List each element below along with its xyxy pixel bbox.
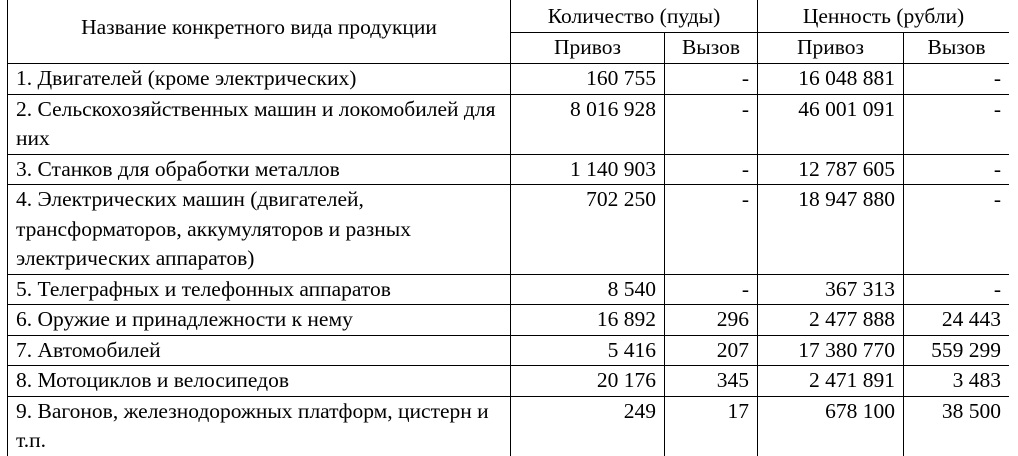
quantity-import-cell: 20 176 xyxy=(510,365,665,397)
table-row: 1. Двигателей (кроме электрических) 160 … xyxy=(7,63,1009,95)
quantity-export-cell: - xyxy=(663,153,759,185)
table-row: 4. Электрических машин (двигателей, тран… xyxy=(7,184,1009,275)
quantity-export-cell: - xyxy=(663,184,759,275)
table-row: 9. Вагонов, железнодорожных платформ, ци… xyxy=(7,395,1009,456)
value-import-header: Привоз xyxy=(757,32,905,64)
quantity-import-cell: 5 416 xyxy=(510,334,665,366)
quantity-import-cell: 1 140 903 xyxy=(510,153,665,185)
table-row: 8. Мотоциклов и велосипедов 20 176 345 2… xyxy=(7,365,1009,397)
product-name-cell: 8. Мотоциклов и велосипедов xyxy=(7,365,511,397)
quantity-export-cell: 296 xyxy=(663,304,759,336)
header-row-groups: Название конкретного вида продукции Коли… xyxy=(7,0,1009,64)
value-export-cell: - xyxy=(903,63,1009,95)
value-import-cell: 12 787 605 xyxy=(757,153,905,185)
quantity-header: Количество (пуды) xyxy=(509,0,759,33)
quantity-import-cell: 249 xyxy=(510,395,665,456)
quantity-import-cell: 702 250 xyxy=(510,184,665,275)
value-export-cell: 38 500 xyxy=(903,395,1009,456)
product-name-cell: 6. Оружие и принадлежности к нему xyxy=(7,304,511,336)
value-import-cell: 2 471 891 xyxy=(757,365,905,397)
quantity-export-cell: - xyxy=(663,273,759,305)
quantity-export-cell: 345 xyxy=(663,365,759,397)
quantity-export-cell: - xyxy=(663,63,759,95)
value-import-cell: 17 380 770 xyxy=(757,334,905,366)
value-export-cell: 559 299 xyxy=(903,334,1009,366)
value-import-cell: 367 313 xyxy=(757,273,905,305)
product-name-cell: 2. Сельскохозяйственных машин и локомоби… xyxy=(7,93,511,155)
quantity-export-cell: - xyxy=(663,93,759,155)
quantity-export-cell: 17 xyxy=(663,395,759,456)
value-import-cell: 678 100 xyxy=(757,395,905,456)
header-row-subcolumns: Привоз Вызов Привоз Вызов xyxy=(8,32,1009,64)
quantity-import-cell: 8 540 xyxy=(510,273,665,305)
value-export-cell: 3 483 xyxy=(903,365,1009,397)
trade-table-container: Название конкретного вида продукции Коли… xyxy=(7,0,1009,456)
table-body: 1. Двигателей (кроме электрических) 160 … xyxy=(7,63,1009,456)
product-name-cell: 7. Автомобилей xyxy=(7,334,511,366)
value-export-cell: - xyxy=(903,153,1009,185)
machinery-trade-table: Название конкретного вида продукции Коли… xyxy=(7,0,1009,456)
quantity-export-header: Вызов xyxy=(663,32,759,64)
quantity-export-cell: 207 xyxy=(663,334,759,366)
product-name-cell: 4. Электрических машин (двигателей, тран… xyxy=(7,184,511,275)
table-row: 2. Сельскохозяйственных машин и локомоби… xyxy=(7,93,1009,155)
value-export-cell: - xyxy=(903,273,1009,305)
value-export-header: Вызов xyxy=(903,32,1009,64)
value-import-cell: 16 048 881 xyxy=(757,63,905,95)
table-row: 7. Автомобилей 5 416 207 17 380 770 559 … xyxy=(7,334,1009,366)
value-import-cell: 2 477 888 xyxy=(757,304,905,336)
product-name-header: Название конкретного вида продукции xyxy=(7,0,511,64)
quantity-import-header: Привоз xyxy=(510,32,665,64)
table-row: 5. Телеграфных и телефонных аппаратов 8 … xyxy=(7,273,1009,305)
value-export-cell: 24 443 xyxy=(903,304,1009,336)
value-export-cell: - xyxy=(903,184,1009,275)
value-import-cell: 18 947 880 xyxy=(757,184,905,275)
quantity-import-cell: 8 016 928 xyxy=(510,93,665,155)
quantity-import-cell: 160 755 xyxy=(510,63,665,95)
product-name-cell: 1. Двигателей (кроме электрических) xyxy=(7,63,511,95)
product-name-cell: 9. Вагонов, железнодорожных платформ, ци… xyxy=(7,395,511,456)
product-name-cell: 3. Станков для обработки металлов xyxy=(7,153,511,185)
quantity-import-cell: 16 892 xyxy=(510,304,665,336)
product-name-cell: 5. Телеграфных и телефонных аппаратов xyxy=(7,273,511,305)
table-row: 3. Станков для обработки металлов 1 140 … xyxy=(7,153,1009,185)
table-row: 6. Оружие и принадлежности к нему 16 892… xyxy=(7,304,1009,336)
value-export-cell: - xyxy=(903,93,1009,155)
value-header: Ценность (рубли) xyxy=(757,0,1009,33)
value-import-cell: 46 001 091 xyxy=(757,93,905,155)
